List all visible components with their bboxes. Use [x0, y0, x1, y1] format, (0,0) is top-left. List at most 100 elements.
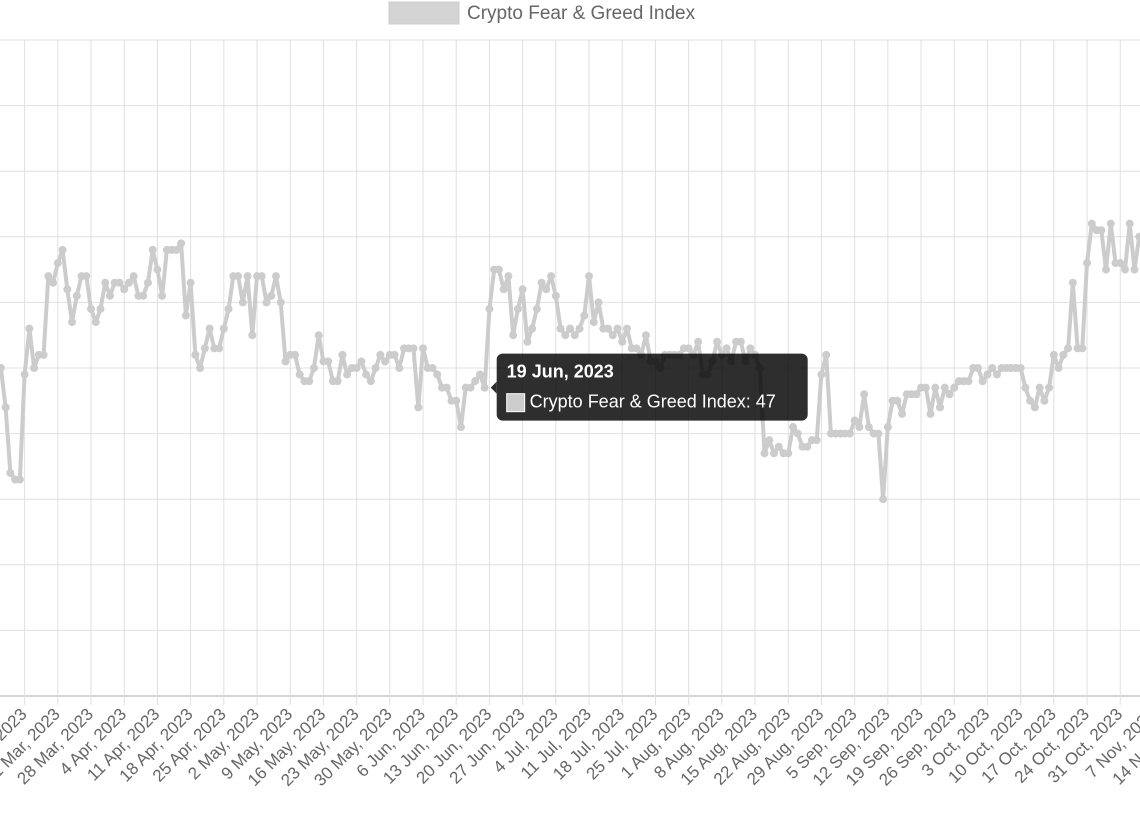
data-point	[30, 364, 39, 372]
data-point	[1059, 350, 1068, 359]
data-point	[139, 291, 148, 300]
data-point	[978, 377, 987, 386]
data-point	[803, 442, 812, 451]
data-point	[87, 304, 96, 313]
data-point	[1049, 350, 1058, 359]
data-point	[566, 324, 575, 333]
data-point	[1026, 396, 1035, 405]
data-point	[594, 298, 603, 307]
data-point	[765, 436, 774, 445]
data-point	[63, 285, 72, 294]
tooltip-box	[496, 353, 808, 421]
tooltip: 19 Jun, 2023 Crypto Fear & Greed Index: 4…	[490, 353, 808, 421]
data-point	[58, 245, 67, 254]
data-point	[1135, 232, 1140, 241]
data-point	[641, 331, 650, 340]
data-point	[101, 278, 110, 287]
data-point	[153, 265, 162, 274]
data-point	[684, 344, 693, 353]
data-point	[532, 304, 541, 313]
data-point	[618, 337, 627, 346]
data-point	[523, 337, 532, 346]
data-point	[1120, 265, 1129, 274]
data-point	[1116, 259, 1125, 268]
data-point	[290, 350, 299, 359]
data-point	[6, 468, 15, 477]
data-point	[722, 344, 731, 353]
data-point	[883, 423, 892, 432]
data-point	[1054, 364, 1063, 372]
data-point	[817, 370, 826, 379]
data-point	[53, 259, 62, 268]
tooltip-swatch	[506, 393, 526, 413]
data-point	[158, 291, 167, 300]
data-point	[736, 337, 745, 346]
data-point	[950, 383, 959, 392]
data-point	[419, 344, 428, 353]
data-point	[238, 298, 247, 307]
data-point	[509, 331, 518, 340]
data-point	[537, 278, 546, 287]
data-point	[352, 364, 361, 372]
data-point	[0, 364, 5, 372]
data-point	[1083, 259, 1092, 268]
data-point	[25, 324, 34, 333]
tooltip-label: Crypto Fear & Greed Index: 47	[530, 391, 776, 411]
tooltip-caret	[490, 381, 497, 394]
data-point	[485, 304, 494, 313]
data-point	[267, 291, 276, 300]
data-point	[471, 377, 480, 386]
data-point	[551, 291, 560, 300]
data-point	[172, 245, 181, 254]
data-point	[1130, 265, 1139, 274]
data-point	[366, 377, 375, 386]
data-point	[518, 285, 527, 294]
data-point	[124, 278, 133, 287]
data-point	[186, 278, 195, 287]
data-point	[864, 423, 873, 432]
data-point	[305, 377, 314, 386]
data-point	[333, 377, 342, 386]
data-point	[542, 285, 551, 294]
data-point	[433, 370, 442, 379]
data-point	[376, 350, 385, 359]
data-point	[456, 423, 465, 432]
data-point	[912, 390, 921, 399]
data-point	[874, 429, 883, 438]
data-point	[879, 495, 888, 504]
data-point	[547, 272, 556, 281]
data-point	[20, 370, 29, 379]
data-point	[1068, 278, 1077, 287]
data-point	[248, 331, 257, 340]
data-point	[91, 318, 100, 327]
data-point	[973, 364, 982, 372]
data-point	[395, 364, 404, 372]
data-point	[314, 331, 323, 340]
data-point	[608, 331, 617, 340]
data-point	[940, 383, 949, 392]
data-point	[243, 272, 252, 281]
data-point	[770, 449, 779, 458]
data-point	[604, 324, 613, 333]
data-point	[1064, 344, 1073, 353]
data-point	[760, 449, 769, 458]
data-point	[49, 278, 58, 287]
data-point	[788, 423, 797, 432]
data-point	[371, 364, 380, 372]
data-point	[177, 239, 186, 248]
data-point	[499, 285, 508, 294]
data-point	[1021, 383, 1030, 392]
data-point	[96, 304, 105, 313]
data-point	[224, 304, 233, 313]
data-point	[860, 390, 869, 399]
legend-label: Crypto Fear & Greed Index	[467, 3, 696, 24]
data-point	[105, 291, 114, 300]
data-point	[855, 423, 864, 432]
data-point	[926, 409, 935, 418]
data-point	[632, 344, 641, 353]
data-point	[1040, 396, 1049, 405]
data-point	[1087, 219, 1096, 228]
data-point	[898, 409, 907, 418]
data-point	[82, 272, 91, 281]
data-point	[276, 298, 285, 307]
